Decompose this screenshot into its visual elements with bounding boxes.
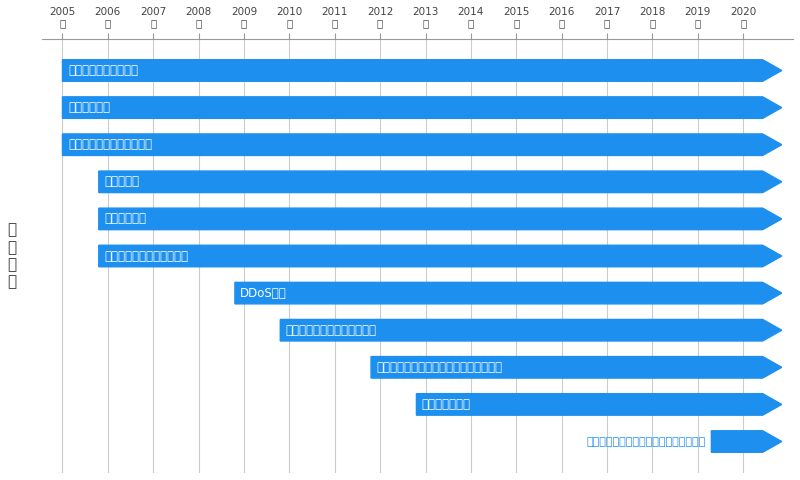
Polygon shape <box>417 394 782 415</box>
Text: フィッシング: フィッシング <box>68 101 110 114</box>
Text: ユーザーを騙す詐欺・恐喝: ユーザーを騙す詐欺・恐喝 <box>104 250 188 263</box>
Polygon shape <box>280 320 782 341</box>
Text: DDoS攻撃: DDoS攻撃 <box>240 287 287 300</box>
Text: サプライチェーンの弱点を悪用した攻撃: サプライチェーンの弱点を悪用した攻撃 <box>586 436 706 446</box>
Text: インターネットバンキングを狙った攻撃: インターネットバンキングを狙った攻撃 <box>377 361 502 374</box>
Polygon shape <box>371 357 782 378</box>
Polygon shape <box>62 97 782 119</box>
Text: 不正ログイン: 不正ログイン <box>104 213 146 226</box>
Polygon shape <box>98 245 782 267</box>
Polygon shape <box>711 431 782 452</box>
Polygon shape <box>235 282 782 304</box>
Polygon shape <box>62 134 782 156</box>
Polygon shape <box>62 60 782 81</box>
Polygon shape <box>98 171 782 192</box>
Text: スマートフォンを狙った攻撃: スマートフォンを狙った攻撃 <box>286 324 377 336</box>
Y-axis label: 攻
撃
手
法: 攻 撃 手 法 <box>7 222 16 289</box>
Text: 脆弱性を悪用した攻撃: 脆弱性を悪用した攻撃 <box>68 64 138 77</box>
Text: 内部要因による情報漏えい: 内部要因による情報漏えい <box>68 138 152 151</box>
Text: 標的型攻撃: 標的型攻撃 <box>104 175 139 188</box>
Polygon shape <box>98 208 782 229</box>
Text: ランサムウェア: ランサムウェア <box>422 398 471 411</box>
